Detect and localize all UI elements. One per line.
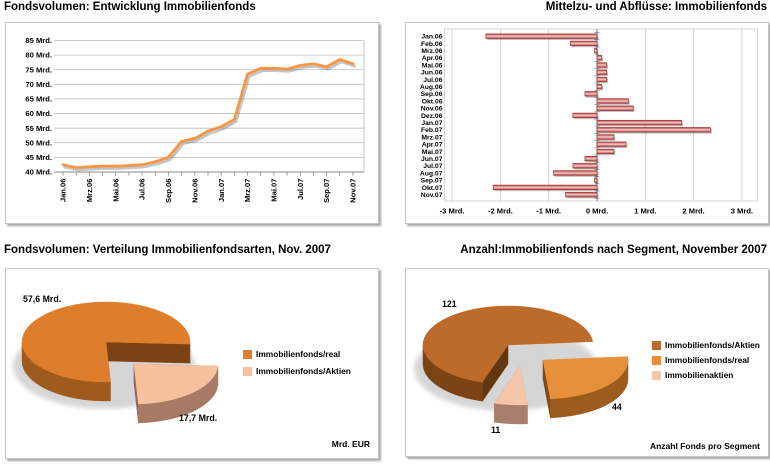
legend-item: Immobilienfonds/Aktien (243, 366, 351, 376)
legend-swatch-icon (652, 355, 661, 365)
pie-count-panel: 121 44 11 Immobilienfonds/Aktien Immobilien… (405, 268, 769, 457)
svg-text:Nov.06: Nov.06 (190, 179, 199, 203)
legend-label: Immobilienfonds/real (256, 349, 341, 359)
legend-swatch-icon (243, 366, 252, 376)
pie-chart-count: 121 44 11 (414, 299, 629, 435)
svg-text:44: 44 (612, 402, 622, 412)
legend-item: Immobilienfonds/real (243, 349, 351, 359)
legend-label: Immobilienfonds/Aktien (256, 366, 351, 376)
svg-text:Mai.07: Mai.07 (269, 179, 278, 202)
pie-volume-title: Fondsvolumen: Verteilung Immobilienfonds… (4, 244, 331, 256)
svg-text:80 Mrd.: 80 Mrd. (25, 51, 52, 60)
svg-text:Mrz.07: Mrz.07 (243, 179, 252, 203)
svg-text:Jan.07: Jan.07 (421, 120, 442, 127)
unit-note-volume: Mrd. EUR (331, 439, 370, 449)
svg-text:11: 11 (491, 425, 500, 435)
svg-text:17,7 Mrd.: 17,7 Mrd. (179, 413, 217, 423)
svg-text:Sep.07: Sep.07 (421, 178, 443, 185)
svg-text:Feb.07: Feb.07 (421, 127, 443, 134)
legend-swatch-icon (652, 340, 661, 350)
svg-text:70 Mrd.: 70 Mrd. (25, 80, 52, 89)
svg-text:Jul.07: Jul.07 (423, 163, 442, 170)
svg-text:Mai.06: Mai.06 (111, 179, 120, 202)
svg-text:Mrz.06: Mrz.06 (421, 48, 442, 55)
svg-text:Mrz.07: Mrz.07 (421, 134, 442, 141)
svg-text:Mai.06: Mai.06 (422, 62, 443, 69)
svg-text:Feb.06: Feb.06 (421, 41, 443, 48)
svg-text:45 Mrd.: 45 Mrd. (25, 153, 52, 162)
svg-text:50 Mrd.: 50 Mrd. (25, 138, 52, 147)
legend-item: Immobilienaktien (652, 370, 760, 380)
svg-text:Jul.06: Jul.06 (423, 77, 442, 84)
svg-text:Nov.07: Nov.07 (349, 179, 358, 203)
svg-text:85 Mrd.: 85 Mrd. (25, 36, 52, 45)
svg-text:75 Mrd.: 75 Mrd. (25, 65, 52, 74)
svg-text:60 Mrd.: 60 Mrd. (25, 109, 52, 118)
svg-text:Apr.06: Apr.06 (422, 55, 443, 62)
legend-swatch-icon (652, 370, 661, 380)
svg-text:-2 Mrd.: -2 Mrd. (488, 207, 513, 216)
svg-text:2 Mrd.: 2 Mrd. (682, 207, 704, 216)
svg-text:Mrz.06: Mrz.06 (85, 179, 94, 203)
legend-item: Immobilienfonds/Aktien (652, 340, 760, 350)
unit-note-count: Anzahl Fonds pro Segment (649, 441, 760, 451)
svg-text:Sep.06: Sep.06 (421, 91, 443, 98)
bar-chart: Jan.06Feb.06Mrz.06Apr.06Mai.06Jun.06Jul.… (420, 28, 758, 216)
legend-label: Immobilienfonds/real (665, 355, 750, 365)
svg-text:Dez.06: Dez.06 (421, 113, 443, 120)
line-chart-title: Fondsvolumen: Entwicklung Immobilienfond… (4, 1, 256, 13)
svg-text:0 Mrd.: 0 Mrd. (586, 207, 608, 216)
legend-swatch-icon (243, 349, 252, 359)
svg-text:Okt.07: Okt.07 (422, 185, 443, 192)
svg-text:-3 Mrd.: -3 Mrd. (440, 207, 465, 216)
svg-text:40 Mrd.: 40 Mrd. (25, 168, 52, 177)
svg-text:Mai.07: Mai.07 (422, 149, 443, 156)
bar-chart-title: Mittelzu- und Abflüsse: Immobilienfonds (545, 1, 767, 13)
legend-label: Immobilienaktien (665, 370, 734, 380)
svg-text:Jun.07: Jun.07 (421, 156, 443, 163)
svg-text:121: 121 (442, 299, 457, 309)
svg-text:Jul.06: Jul.06 (138, 179, 147, 201)
svg-text:Jan.06: Jan.06 (59, 179, 68, 203)
svg-text:Sep.07: Sep.07 (322, 179, 331, 203)
svg-text:Aug.06: Aug.06 (420, 84, 443, 91)
svg-text:-1 Mrd.: -1 Mrd. (536, 207, 561, 216)
line-chart-panel: 40 Mrd. 45 Mrd. 50 Mrd. 55 Mrd. 60 Mrd. 65 Mr… (5, 22, 379, 224)
legend-item: Immobilienfonds/real (652, 355, 760, 365)
line-chart: 40 Mrd. 45 Mrd. 50 Mrd. 55 Mrd. 60 Mrd. 65 Mr… (25, 36, 365, 203)
svg-text:55 Mrd.: 55 Mrd. (25, 124, 52, 133)
pie-volume-panel: 57,6 Mrd. 17,7 Mrd. Immobilienfonds/real I… (5, 268, 379, 459)
svg-text:3 Mrd.: 3 Mrd. (731, 207, 753, 216)
svg-text:Nov.06: Nov.06 (421, 106, 443, 113)
svg-text:Aug.07: Aug.07 (420, 170, 443, 177)
svg-text:Apr.07: Apr.07 (422, 142, 443, 149)
legend-label: Immobilienfonds/Aktien (665, 340, 760, 350)
svg-text:Jul.07: Jul.07 (296, 179, 305, 201)
pie-chart-volume: 57,6 Mrd. 17,7 Mrd. (13, 294, 219, 424)
svg-text:Okt.06: Okt.06 (422, 98, 443, 105)
bar-chart-panel: Jan.06 Feb.06 Mrz.06 Apr.06 Mai.06 Jun.06 Jul.… (405, 22, 769, 224)
svg-text:Jan.07: Jan.07 (217, 179, 226, 203)
svg-text:Jun.06: Jun.06 (421, 70, 443, 77)
pie-count-legend: Immobilienfonds/Aktien Immobilienfonds/re… (652, 340, 760, 385)
pie-count-title: Anzahl:Immobilienfonds nach Segment, Nov… (460, 244, 767, 256)
svg-text:Sep.06: Sep.06 (164, 179, 173, 203)
svg-text:1 Mrd.: 1 Mrd. (634, 207, 656, 216)
svg-text:57,6 Mrd.: 57,6 Mrd. (23, 294, 61, 304)
svg-text:Nov.07: Nov.07 (421, 192, 443, 199)
svg-text:Jan.06: Jan.06 (421, 34, 442, 41)
pie-volume-legend: Immobilienfonds/real Immobilienfonds/Akti… (243, 349, 351, 383)
svg-text:65 Mrd.: 65 Mrd. (25, 95, 52, 104)
